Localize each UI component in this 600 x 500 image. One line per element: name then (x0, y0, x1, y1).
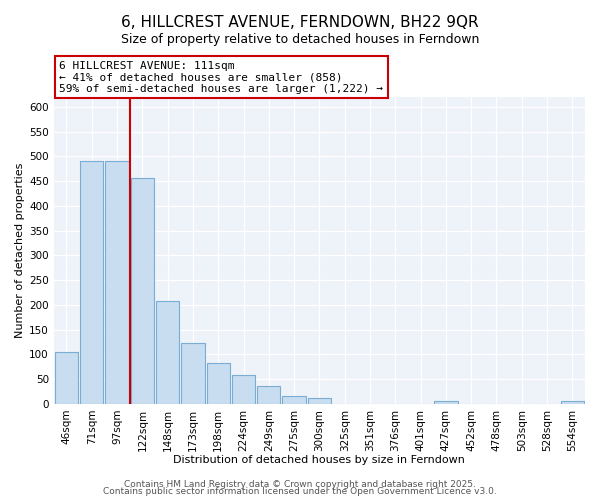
Text: 6 HILLCREST AVENUE: 111sqm
← 41% of detached houses are smaller (858)
59% of sem: 6 HILLCREST AVENUE: 111sqm ← 41% of deta… (59, 61, 383, 94)
X-axis label: Distribution of detached houses by size in Ferndown: Distribution of detached houses by size … (173, 455, 466, 465)
Bar (106, 162, 128, 404)
Bar (308, 398, 331, 404)
Text: Contains public sector information licensed under the Open Government Licence v3: Contains public sector information licen… (103, 487, 497, 496)
Text: Contains HM Land Registry data © Crown copyright and database right 2025.: Contains HM Land Registry data © Crown c… (124, 480, 476, 489)
Bar (434, 401, 458, 404)
Bar (206, 364, 230, 404)
Y-axis label: Number of detached properties: Number of detached properties (15, 163, 25, 338)
Bar (156, 302, 179, 404)
Bar (80, 162, 103, 404)
Text: Size of property relative to detached houses in Ferndown: Size of property relative to detached ho… (121, 32, 479, 46)
Bar (55, 352, 78, 404)
Bar (561, 402, 584, 404)
Bar (232, 375, 255, 404)
Bar (283, 396, 306, 404)
Bar (257, 386, 280, 404)
Bar (181, 344, 205, 404)
Bar (131, 178, 154, 404)
Text: 6, HILLCREST AVENUE, FERNDOWN, BH22 9QR: 6, HILLCREST AVENUE, FERNDOWN, BH22 9QR (121, 15, 479, 30)
